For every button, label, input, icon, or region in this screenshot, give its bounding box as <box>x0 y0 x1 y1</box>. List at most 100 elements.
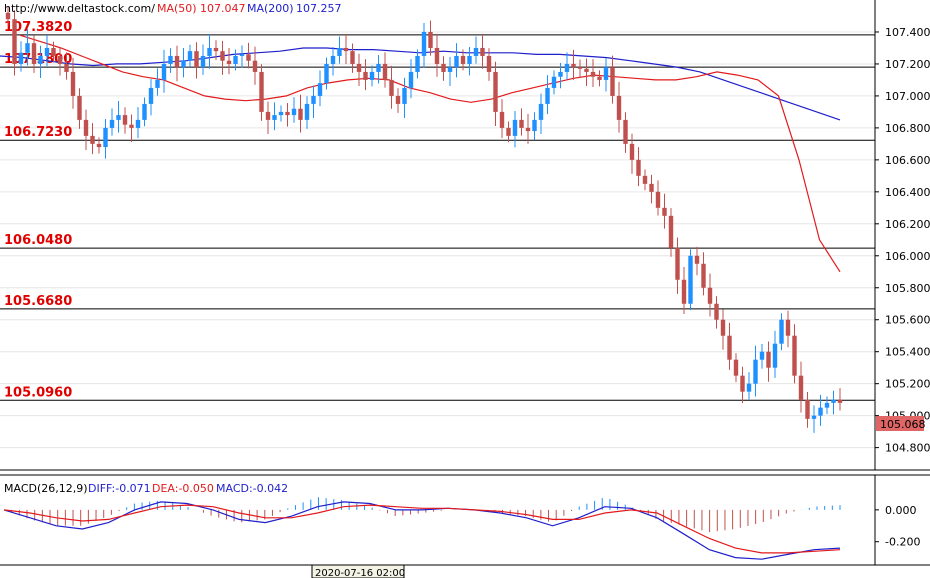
price-tick-label: 106.400 <box>885 186 930 199</box>
candle-body <box>174 55 180 68</box>
candle-body <box>168 55 173 64</box>
candle-body <box>805 399 810 419</box>
candle-body <box>265 111 271 120</box>
candle-body <box>460 55 466 64</box>
candle-body <box>636 159 641 176</box>
diff-line <box>3 501 841 560</box>
price-tick-label: 104.800 <box>885 442 930 455</box>
candle-body <box>727 335 732 360</box>
candle-body <box>31 43 37 64</box>
ma50-label: MA(50) <box>157 2 197 15</box>
candle-body <box>525 127 531 132</box>
candle-body <box>109 119 115 128</box>
candle-body <box>467 55 472 64</box>
candle-body <box>486 55 492 72</box>
level-label: 107.3820 <box>4 20 72 35</box>
candle-body <box>187 51 193 61</box>
price-tick-label: 106.200 <box>885 218 930 231</box>
candle-body <box>831 399 836 403</box>
macd-panel: MACD(26,12,9) DIFF:-0.071 DEA:-0.050 MAC… <box>3 475 920 565</box>
candle-body <box>382 63 388 80</box>
candle-body <box>51 47 56 56</box>
candle-body <box>343 47 349 52</box>
candle-body <box>668 215 674 248</box>
candle-body <box>772 343 778 368</box>
candle-body <box>226 60 232 64</box>
price-tick-label: 106.600 <box>885 154 930 167</box>
level-label: 106.7230 <box>4 125 72 140</box>
candle-body <box>304 103 310 120</box>
candle-body <box>454 55 459 68</box>
candle-body <box>642 175 648 184</box>
candle-body <box>220 51 225 61</box>
candle-body <box>324 63 329 84</box>
candle-body <box>155 79 160 88</box>
candle-body <box>675 247 680 280</box>
candle-body <box>818 407 823 416</box>
site-url[interactable]: http://www.deltastock.com/ <box>4 2 155 15</box>
candle-body <box>538 103 544 120</box>
price-tick-label: 105.600 <box>885 314 930 327</box>
candle-body <box>714 303 719 320</box>
candle-body <box>792 335 797 376</box>
candles <box>5 6 843 433</box>
macd-value-label: MACD:-0.042 <box>216 482 288 495</box>
price-tick-label: 105.200 <box>885 378 930 391</box>
candle-body <box>837 399 843 403</box>
time-label: 2020-07-16 02:00 <box>315 568 405 578</box>
candle-body <box>408 71 414 88</box>
price-tick-label: 106.800 <box>885 122 930 135</box>
candle-body <box>337 47 342 56</box>
candle-body <box>246 54 251 61</box>
level-label: 105.6680 <box>4 294 72 309</box>
candle-body <box>707 287 713 304</box>
candle-body <box>317 83 323 96</box>
candle-body <box>200 55 206 68</box>
candle-body <box>135 119 141 128</box>
candle-body <box>402 87 407 104</box>
price-tick-label: 105.800 <box>885 282 930 295</box>
candle-body <box>38 55 43 64</box>
candle-body <box>811 415 817 419</box>
candle-body <box>194 51 199 68</box>
macd-tick-label: 0.000 <box>885 504 917 517</box>
candle-body <box>148 87 154 104</box>
candle-body <box>83 119 89 136</box>
candle-body <box>746 383 752 392</box>
candle-body <box>415 55 420 72</box>
candle-body <box>428 31 433 48</box>
candle-body <box>64 63 69 72</box>
candle-body <box>252 60 258 72</box>
candle-body <box>421 31 427 56</box>
candle-body <box>77 95 82 120</box>
ma200-label: MA(200) <box>247 2 294 15</box>
macd-diff-label: DIFF:-0.071 <box>88 482 151 495</box>
candle-body <box>779 319 784 344</box>
candle-body <box>694 255 700 264</box>
candle-body <box>363 71 368 80</box>
candle-body <box>369 71 375 80</box>
candle-body <box>213 47 219 52</box>
candle-body <box>207 47 212 56</box>
time-cursor-box <box>311 564 405 578</box>
candle-body <box>233 55 238 64</box>
candle-body <box>701 263 706 288</box>
ma50-value: 107.047 <box>200 2 246 15</box>
candle-body <box>766 351 771 368</box>
candle-body <box>129 124 134 128</box>
price-tick-label: 107.400 <box>885 26 930 39</box>
candle-body <box>70 71 76 96</box>
price-tick-label: 105.400 <box>885 346 930 359</box>
candle-body <box>662 207 667 216</box>
candle-body <box>616 95 622 120</box>
candle-body <box>395 95 401 104</box>
candle-body <box>181 60 186 68</box>
candle-body <box>350 51 355 64</box>
candle-body <box>623 119 628 144</box>
candle-body <box>785 319 791 336</box>
candle-body <box>720 319 726 336</box>
candle-body <box>753 359 758 384</box>
candle-body <box>12 19 17 64</box>
candle-body <box>376 63 381 72</box>
candle-body <box>57 55 63 64</box>
